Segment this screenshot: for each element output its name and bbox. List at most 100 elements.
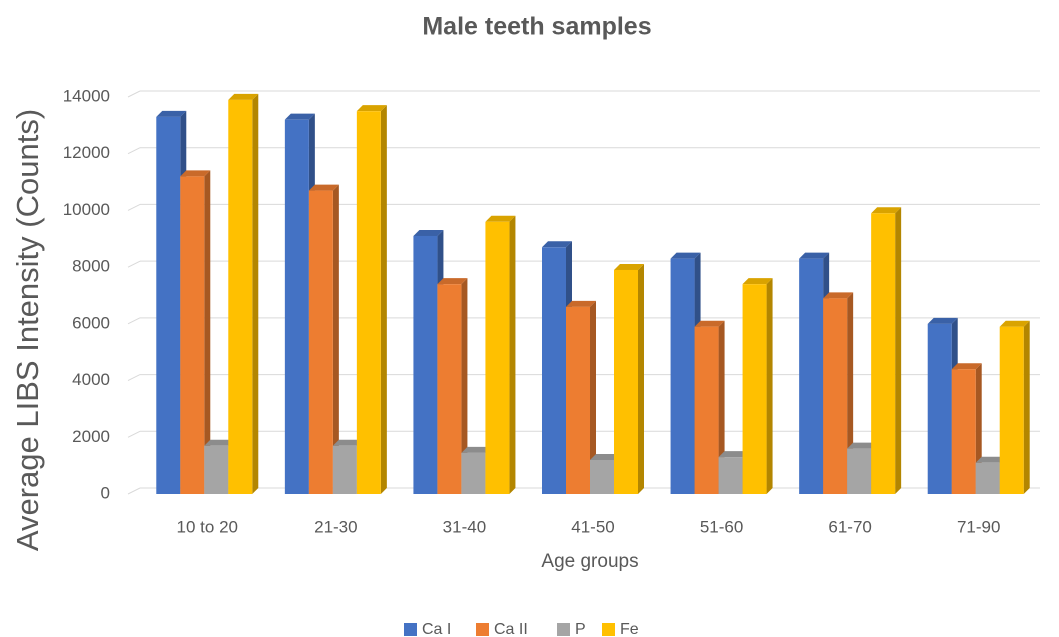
bar-top (204, 439, 235, 446)
x-tick-label: 31-40 (443, 517, 486, 536)
y-tick-label: 12000 (63, 143, 110, 162)
grid-line-side (127, 374, 141, 382)
bar-top (823, 292, 854, 299)
bar (180, 176, 205, 494)
bar-top (228, 93, 259, 100)
bar-side (847, 292, 854, 494)
bar-top (670, 252, 701, 259)
grid-line-side (127, 260, 141, 268)
bar-top (485, 215, 516, 222)
bar (823, 298, 848, 494)
legend-swatch (602, 623, 615, 636)
bar-top (718, 451, 749, 458)
bar (927, 323, 952, 494)
bar (742, 284, 767, 494)
bar-top (975, 456, 1006, 463)
bar-top (999, 320, 1030, 327)
bar-top (308, 184, 339, 191)
legend-swatch (404, 623, 417, 636)
bar (485, 221, 510, 494)
bar-top (871, 207, 902, 214)
bar-side (509, 215, 516, 494)
bar-top (461, 446, 492, 453)
bar-top (566, 300, 596, 307)
bar (332, 445, 357, 494)
bar-top (437, 278, 468, 285)
x-axis-title: Age groups (541, 551, 638, 572)
bar (975, 462, 1000, 494)
bar (999, 326, 1024, 494)
y-axis-title: Average LIBS Intensity (Counts) (10, 109, 45, 551)
legend-swatch (476, 623, 489, 636)
bar-side (718, 320, 725, 494)
legend-label: Ca II (494, 621, 528, 637)
bar (871, 213, 896, 494)
bar (951, 369, 976, 494)
bar (204, 445, 229, 494)
x-tick-label: 41-50 (571, 517, 614, 536)
bar-top (799, 252, 830, 259)
grid-line-side (127, 147, 141, 155)
bar (566, 306, 590, 494)
x-tick-label: 21-30 (314, 517, 357, 536)
bar-side (1023, 320, 1030, 494)
y-tick-label: 2000 (72, 427, 110, 446)
legend-label: P (575, 621, 586, 637)
bar-top (847, 442, 878, 449)
y-tick-label: 14000 (63, 86, 110, 105)
legend-label: Ca I (422, 621, 451, 637)
y-tick-label: 0 (101, 483, 110, 502)
bar-side (461, 278, 468, 494)
y-tick-label: 6000 (72, 313, 110, 332)
bar (590, 459, 614, 494)
bar (284, 119, 309, 494)
y-tick-label: 8000 (72, 257, 110, 276)
bar (614, 269, 638, 494)
bar (461, 452, 486, 494)
bar-side (590, 300, 596, 494)
bar-side (766, 278, 773, 494)
bar-side (332, 184, 339, 495)
bar-top (332, 439, 363, 446)
x-tick-label: 71-90 (957, 517, 1000, 536)
bar-top (590, 453, 620, 460)
grid-line-side (127, 487, 141, 495)
bar-top (356, 105, 387, 112)
bar (156, 116, 181, 494)
x-tick-label: 10 to 20 (177, 517, 238, 536)
legend-label: Fe (620, 621, 639, 637)
bar (228, 99, 253, 494)
bar-top (951, 363, 982, 370)
bar (356, 111, 381, 494)
bar-top (742, 278, 773, 285)
bar (308, 190, 333, 495)
bar-top (413, 229, 444, 236)
legend-swatch (557, 623, 570, 636)
bar-top (180, 170, 211, 177)
bar-top (694, 320, 725, 327)
bar-top (284, 113, 315, 120)
bar-side (895, 207, 902, 494)
bar (799, 258, 824, 494)
bar-side (252, 93, 259, 494)
grid-line-side (127, 430, 141, 438)
bar (718, 457, 743, 494)
bar (670, 258, 695, 494)
bar-side (204, 170, 211, 494)
bar-top (542, 241, 572, 248)
x-tick-label: 61-70 (828, 517, 871, 536)
grid-line-side (127, 317, 141, 325)
bar-top (156, 110, 187, 117)
y-tick-label: 10000 (63, 200, 110, 219)
grid-line-side (127, 203, 141, 211)
grid-line-side (127, 90, 141, 98)
bar-top (927, 317, 958, 324)
bar (542, 247, 566, 494)
bar (437, 284, 462, 494)
chart-title: Male teeth samples (422, 13, 651, 41)
bar (847, 448, 872, 494)
bar-top (614, 263, 644, 270)
bar-side (380, 105, 387, 494)
x-tick-label: 51-60 (700, 517, 743, 536)
